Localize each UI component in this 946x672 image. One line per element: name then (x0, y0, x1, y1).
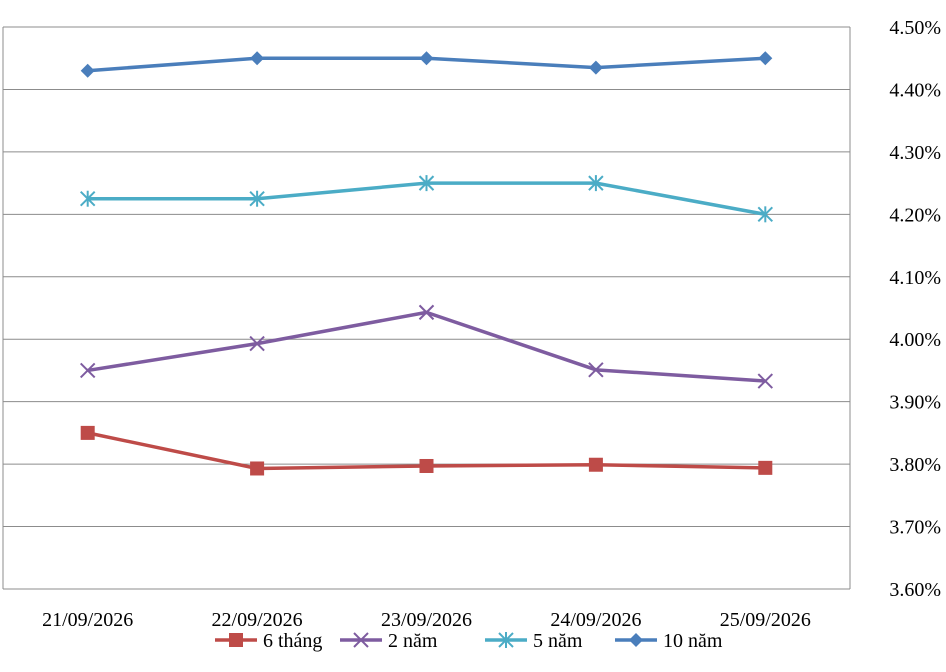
data-point-stroke (418, 304, 435, 321)
data-point (757, 206, 774, 223)
data-point (229, 633, 243, 647)
data-point-stroke (79, 362, 96, 379)
data-point (249, 335, 265, 352)
y-tick-label: 4.00% (889, 329, 941, 351)
series-5-năm (79, 175, 774, 223)
legend-item: 2 năm (340, 630, 438, 652)
data-point (79, 190, 96, 207)
series-6-tháng (80, 425, 773, 476)
x-tick-label: 24/09/2026 (550, 609, 641, 631)
data-point (250, 51, 265, 66)
series-lines (79, 51, 774, 476)
y-tick-label: 4.20% (889, 204, 941, 226)
data-point (757, 373, 774, 389)
legend-item: 5 năm (485, 630, 583, 652)
data-point (80, 63, 95, 78)
legend-item: 6 tháng (215, 630, 322, 652)
tick-labels: 3.60% 3.70% 3.80% 3.90% 4.00% 4.10% 4.20% 4.30%… (42, 17, 941, 631)
series-2-năm (79, 304, 774, 389)
data-point-stroke (588, 362, 604, 378)
y-tick-label: 3.60% (889, 579, 941, 601)
y-tick-label: 3.90% (889, 392, 941, 414)
legend-label: 6 tháng (263, 630, 322, 652)
data-point-stroke (757, 373, 774, 389)
y-tick-label: 4.10% (889, 267, 941, 289)
data-point (498, 632, 514, 648)
axes (2, 27, 851, 589)
series-10-năm (80, 51, 773, 78)
data-point (588, 362, 604, 378)
data-point (250, 461, 265, 476)
data-point (249, 190, 265, 207)
legend: 6 tháng 2 năm 5 năm 10 năm (215, 630, 723, 652)
y-tick-label: 4.50% (889, 17, 941, 39)
data-point (758, 460, 773, 475)
y-tick-label: 4.30% (889, 142, 941, 164)
data-point (588, 60, 603, 75)
legend-label: 5 năm (533, 630, 583, 652)
series-line (87, 310, 766, 383)
x-tick-label: 22/09/2026 (212, 609, 303, 631)
data-point (79, 362, 96, 379)
x-tick-label: 25/09/2026 (720, 609, 811, 631)
data-point (418, 304, 435, 321)
data-point (588, 457, 603, 472)
data-point (629, 633, 643, 647)
legend-label: 10 năm (663, 630, 723, 652)
x-tick-label: 21/09/2026 (42, 609, 133, 631)
data-point (353, 632, 369, 648)
data-point (758, 51, 773, 66)
data-point (588, 175, 604, 192)
data-point-stroke (353, 632, 369, 648)
data-point (419, 51, 434, 66)
y-tick-label: 3.70% (889, 517, 941, 539)
gridlines (3, 26, 850, 590)
data-point-stroke (249, 335, 265, 352)
data-point (80, 425, 95, 440)
y-tick-label: 3.80% (889, 454, 941, 476)
legend-label: 2 năm (388, 630, 438, 652)
x-tick-label: 23/09/2026 (381, 609, 472, 631)
legend-item: 10 năm (615, 630, 723, 652)
y-tick-label: 4.40% (889, 79, 941, 101)
data-point (418, 175, 435, 192)
data-point (419, 458, 434, 473)
